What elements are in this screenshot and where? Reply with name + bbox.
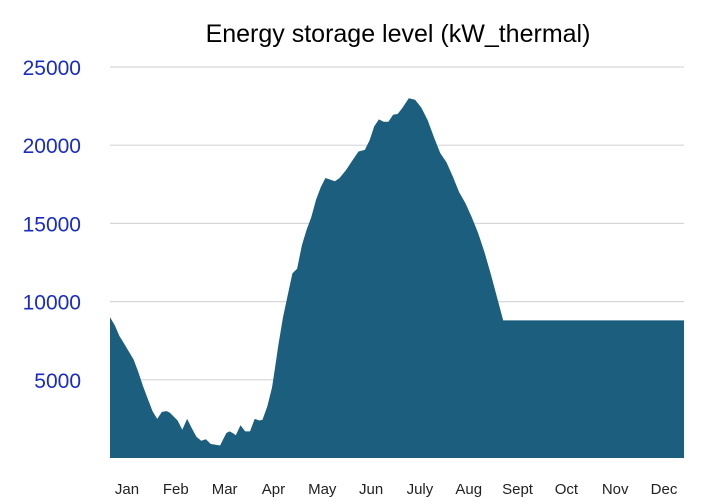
- x-tick-label: Jan: [115, 481, 139, 498]
- y-axis: 5000 10000 15000 20000 25000: [23, 57, 81, 393]
- x-tick-label: Oct: [555, 481, 579, 498]
- y-tick-label: 20000: [23, 135, 81, 158]
- x-axis: Jan Feb Mar Apr May Jun July Aug Sept Oct Nov Dec: [115, 481, 678, 498]
- x-tick-label: Jun: [359, 481, 383, 498]
- x-tick-label: Aug: [455, 481, 482, 498]
- x-tick-label: July: [407, 481, 434, 498]
- y-tick-label: 15000: [23, 213, 81, 236]
- chart-title: Energy storage level (kW_thermal): [206, 20, 591, 48]
- x-tick-label: Apr: [262, 481, 285, 498]
- x-tick-label: Nov: [602, 481, 629, 498]
- y-tick-label: 10000: [23, 292, 81, 315]
- y-tick-label: 5000: [34, 370, 81, 393]
- x-tick-label: May: [308, 481, 337, 498]
- x-tick-label: Dec: [651, 481, 678, 498]
- storage-level-area: [110, 98, 684, 459]
- x-tick-label: Mar: [212, 481, 238, 498]
- y-tick-label: 25000: [23, 57, 81, 80]
- x-tick-label: Sept: [502, 481, 534, 498]
- x-tick-label: Feb: [163, 481, 189, 498]
- plot-area: [110, 98, 684, 459]
